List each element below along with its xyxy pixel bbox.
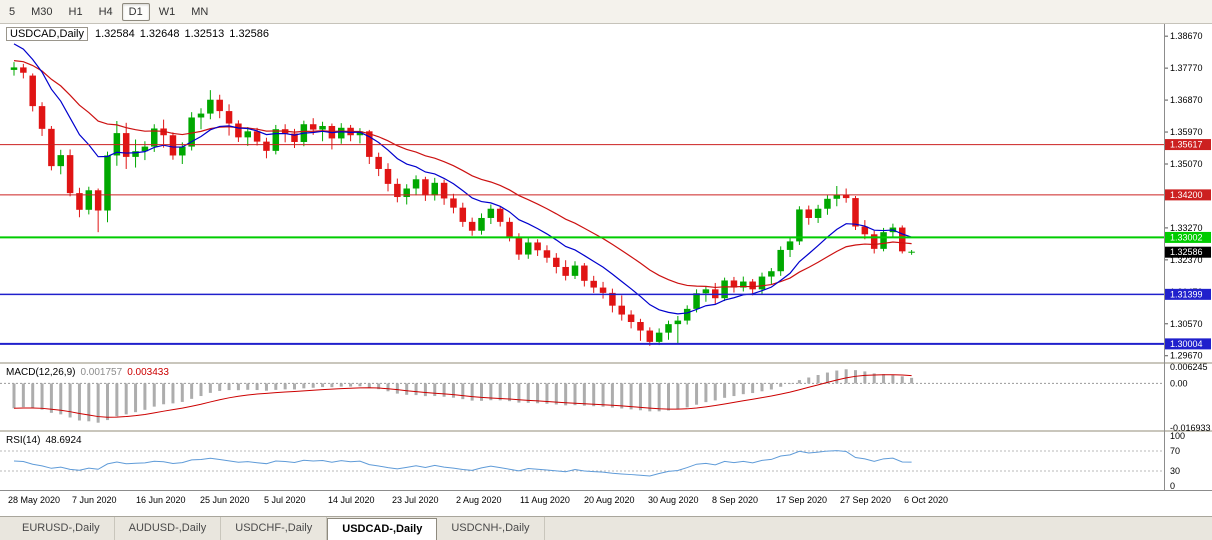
svg-text:1.33270: 1.33270 xyxy=(1170,223,1203,233)
chart-canvas[interactable]: 1.386701.377701.368701.359701.350701.341… xyxy=(0,24,1212,516)
svg-text:20 Aug 2020: 20 Aug 2020 xyxy=(584,495,635,505)
svg-text:1.35970: 1.35970 xyxy=(1170,127,1203,137)
chart-tab-usdcnh-daily[interactable]: USDCNH-,Daily xyxy=(437,517,545,540)
svg-text:16 Jun 2020: 16 Jun 2020 xyxy=(136,495,186,505)
timeframe-button-5[interactable]: 5 xyxy=(9,5,16,18)
macd-value-main: 0.001757 xyxy=(80,367,123,378)
svg-text:30: 30 xyxy=(1170,466,1180,476)
chart-tab-usdcad-daily[interactable]: USDCAD-,Daily xyxy=(327,518,438,540)
svg-text:1.31399: 1.31399 xyxy=(1170,289,1203,299)
svg-text:1.30004: 1.30004 xyxy=(1170,339,1203,349)
timeframe-toolbar: 5 M30 H1 H4 D1 W1 MN xyxy=(0,0,1212,24)
timeframe-button-w1[interactable]: W1 xyxy=(158,5,176,18)
svg-text:1.36870: 1.36870 xyxy=(1170,95,1203,105)
svg-text:17 Sep 2020: 17 Sep 2020 xyxy=(776,495,827,505)
svg-text:23 Jul 2020: 23 Jul 2020 xyxy=(392,495,439,505)
svg-text:1.34200: 1.34200 xyxy=(1170,190,1203,200)
svg-text:7 Jun 2020: 7 Jun 2020 xyxy=(72,495,117,505)
svg-text:100: 100 xyxy=(1170,431,1185,441)
ohlc-low: 1.32513 xyxy=(184,28,225,40)
svg-text:1.33002: 1.33002 xyxy=(1170,232,1203,242)
chart-title: USDCAD,Daily 1.32584 1.32648 1.32513 1.32586 xyxy=(6,27,274,41)
svg-text:27 Sep 2020: 27 Sep 2020 xyxy=(840,495,891,505)
svg-text:8 Sep 2020: 8 Sep 2020 xyxy=(712,495,758,505)
svg-text:1.30570: 1.30570 xyxy=(1170,319,1203,329)
macd-indicator-label: MACD(12,26,9) 0.001757 0.003433 xyxy=(6,367,169,378)
svg-text:6 Oct 2020: 6 Oct 2020 xyxy=(904,495,948,505)
chart-tab-usdchf-daily[interactable]: USDCHF-,Daily xyxy=(221,517,328,540)
svg-text:30 Aug 2020: 30 Aug 2020 xyxy=(648,495,699,505)
svg-text:70: 70 xyxy=(1170,446,1180,456)
svg-text:0.006245: 0.006245 xyxy=(1170,362,1208,372)
chart-window: 1.386701.377701.368701.359701.350701.341… xyxy=(0,24,1212,516)
macd-value-signal: 0.003433 xyxy=(127,367,169,378)
rsi-label: RSI(14) xyxy=(6,435,41,446)
svg-text:25 Jun 2020: 25 Jun 2020 xyxy=(200,495,250,505)
svg-text:0: 0 xyxy=(1170,481,1175,491)
svg-text:1.38670: 1.38670 xyxy=(1170,31,1203,41)
chart-tab-eurusd-daily[interactable]: EURUSD-,Daily xyxy=(8,517,115,540)
macd-label: MACD(12,26,9) xyxy=(6,367,76,378)
timeframe-button-d1[interactable]: D1 xyxy=(121,2,150,21)
svg-text:28 May 2020: 28 May 2020 xyxy=(8,495,60,505)
chart-tabs: EURUSD-,Daily AUDUSD-,Daily USDCHF-,Daily U… xyxy=(0,516,1212,540)
svg-text:1.29670: 1.29670 xyxy=(1170,351,1203,361)
svg-text:11 Aug 2020: 11 Aug 2020 xyxy=(520,495,570,505)
svg-text:14 Jul 2020: 14 Jul 2020 xyxy=(328,495,375,505)
svg-text:1.32586: 1.32586 xyxy=(1170,247,1203,257)
timeframe-button-mn[interactable]: MN xyxy=(191,5,209,18)
svg-text:-0.016933: -0.016933 xyxy=(1170,423,1211,433)
svg-text:1.32370: 1.32370 xyxy=(1170,255,1203,265)
svg-text:1.35617: 1.35617 xyxy=(1170,140,1203,150)
svg-text:1.35070: 1.35070 xyxy=(1170,159,1203,169)
rsi-indicator-label: RSI(14) 48.6924 xyxy=(6,435,82,446)
timeframe-button-h1[interactable]: H1 xyxy=(68,5,83,18)
timeframe-button-m30[interactable]: M30 xyxy=(31,5,53,18)
svg-text:5 Jul 2020: 5 Jul 2020 xyxy=(264,495,306,505)
ohlc-high: 1.32648 xyxy=(139,28,180,40)
chart-symbol-label: USDCAD,Daily xyxy=(6,27,88,41)
svg-text:2 Aug 2020: 2 Aug 2020 xyxy=(456,495,502,505)
ohlc-open: 1.32584 xyxy=(94,28,135,40)
rsi-value: 48.6924 xyxy=(45,435,82,446)
chart-tab-audusd-daily[interactable]: AUDUSD-,Daily xyxy=(115,517,222,540)
ohlc-close: 1.32586 xyxy=(229,28,270,40)
timeframe-button-h4[interactable]: H4 xyxy=(98,5,113,18)
svg-text:1.37770: 1.37770 xyxy=(1170,63,1203,73)
svg-text:0.00: 0.00 xyxy=(1170,378,1188,388)
